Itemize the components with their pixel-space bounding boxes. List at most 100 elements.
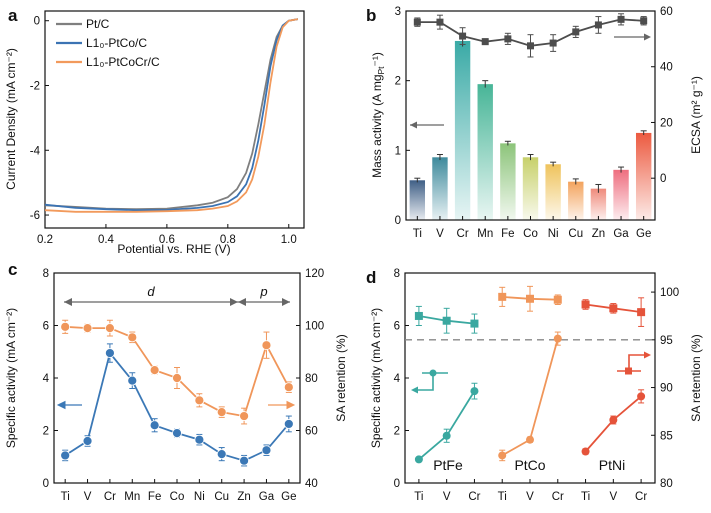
x-tick-label-fe: Fe [501, 228, 514, 240]
panel-a-legend: Pt/C L1₀-PtCo/C L1₀-PtCoCr/C [56, 17, 160, 69]
y2-tick-label: 95 [660, 335, 673, 347]
x-tick-label-ni: Ni [194, 491, 205, 503]
x-tick-label-v: V [436, 228, 444, 240]
y-tick-label: 2 [394, 426, 400, 438]
x-tick-label-mn: Mn [477, 228, 493, 240]
arrow-ret-head [286, 400, 296, 410]
arrow-left-head [410, 121, 417, 129]
ecsa-point-mn [481, 38, 489, 46]
panel-b-ecsa-line [413, 13, 648, 58]
bar-cu [568, 181, 584, 220]
bar-ge [635, 132, 652, 220]
y-tick-label: 2 [43, 426, 49, 438]
panel-c-ylabel: Specific activity (mA cm⁻²) [4, 308, 18, 448]
ecsa-point-fe [504, 35, 512, 43]
x-tick-label: 0.6 [159, 234, 175, 246]
bar-fe [500, 143, 516, 220]
ptni-axis-arrow-head [644, 351, 651, 359]
y-tick-label: 8 [43, 268, 49, 280]
panel-b-bars [409, 34, 652, 221]
ptni-specific-activity-point-v [609, 416, 618, 424]
region-d-head-right [230, 298, 238, 306]
sa-retention-point-v [82, 323, 93, 334]
specific-activity-point-fe [149, 420, 160, 431]
y2-tick-label: 20 [660, 117, 673, 129]
panel-c-ylabel-right: SA retention (%) [334, 334, 348, 421]
panel-b-label: b [366, 6, 376, 25]
ptfe-sa-retention-point-cr [470, 319, 479, 328]
x-tick-label-ptfe-ti: Ti [414, 491, 423, 503]
bar-ga [613, 169, 629, 220]
ptni-axis-arrow [628, 354, 648, 371]
x-tick-label: 1.0 [281, 234, 297, 246]
sa-retention-point-ga [261, 340, 272, 351]
ecsa-point-cu [572, 28, 580, 36]
x-tick-label-ptfe-v: V [443, 491, 451, 503]
panel-c-ticks: Ti V Cr Mn Fe Co Ni Cu Zn Ga Ge 0 2 4 6 8 40 60 80 100 120 [43, 268, 325, 503]
panel-b-ylabel-main: Mass activity (A mg [370, 75, 384, 178]
y-tick-label: 4 [394, 373, 401, 385]
ptco-sa-retention-point-cr [553, 295, 562, 304]
sa-retention-point-ti [60, 321, 71, 332]
panel-b-ylabel-end: ⁻¹) [370, 52, 384, 66]
ptni-specific-activity-point-cr [637, 392, 646, 401]
ptco-specific-activity-point-cr [553, 334, 562, 343]
arrow-right-head [644, 33, 651, 41]
ptfe-specific-activity-line [418, 390, 476, 461]
x-tick-label-cr: Cr [457, 228, 469, 240]
ecsa-point-zn [594, 21, 602, 29]
x-tick-label-ti: Ti [61, 491, 70, 503]
ecsa-point-ni [549, 39, 557, 47]
x-tick-label-v: V [84, 491, 92, 503]
bar-zn [590, 188, 607, 220]
ptfe-marker-dot [429, 369, 437, 377]
specific-activity-point-co [172, 428, 182, 439]
ecsa-point-cr [459, 32, 467, 40]
specific-activity-point-ni [194, 434, 205, 445]
specific-activity-point-ga [261, 445, 272, 456]
bar-cr [454, 40, 471, 220]
panel-a-ylabel: Current Density (mA cm⁻²) [4, 48, 18, 190]
sa-retention-point-fe [149, 365, 160, 376]
panel-c-label: c [8, 260, 17, 279]
ptni-sa-retention-point-cr [637, 308, 646, 317]
region-p-head-right [282, 298, 290, 306]
bar-mn [477, 84, 493, 221]
panel-b-arrows [410, 33, 651, 129]
y-tick-label: -4 [30, 145, 41, 157]
ptni-specific-activity-point-ti [581, 447, 590, 456]
y2-tick-label: 0 [660, 173, 666, 185]
y2-tick-label: 120 [305, 268, 324, 280]
group-label-ptni: PtNi [599, 457, 625, 473]
y-tick-label: -6 [30, 210, 40, 222]
ptni-sa-retention-point-v [609, 304, 618, 313]
ptni-marker-square [625, 367, 632, 375]
x-tick-label-cu: Cu [568, 228, 583, 240]
panel-d-label: d [366, 268, 376, 287]
y-tick-label: 3 [395, 6, 401, 18]
sa-retention-point-cr [105, 323, 115, 334]
x-tick-label-ptco-v: V [526, 491, 534, 503]
panel-a-frame [44, 10, 305, 229]
ecsa-point-v [436, 18, 444, 26]
panel-b-ylabel-right: ECSA (m² g⁻¹) [689, 76, 703, 154]
y2-tick-label: 40 [305, 478, 318, 490]
x-tick-label-co: Co [523, 228, 538, 240]
panel-c: c Ti V Cr Mn Fe Co Ni Cu Zn Ga Ge 0 2 4 6 8 40 60 80 100 120… [4, 260, 348, 503]
series-line-pt-c [44, 18, 299, 211]
series-line-l1-ptcocr-c [44, 18, 299, 213]
series-line-l1-ptco-c [44, 18, 299, 212]
x-tick-label-co: Co [170, 491, 185, 503]
ptfe-specific-activity-point-ti [414, 455, 423, 464]
panel-c-series [60, 319, 294, 467]
y-tick-label: 0 [395, 215, 401, 227]
x-tick-label-ptfe-cr: Cr [468, 491, 480, 503]
panel-d-ylabel-right: SA retention (%) [689, 334, 703, 421]
bar-ti [409, 180, 426, 220]
panel-a-label: a [8, 6, 18, 25]
y-tick-label: 0 [34, 16, 40, 28]
y-tick-label: 6 [43, 321, 49, 333]
x-tick-label-ga: Ga [613, 228, 629, 240]
specific-activity-point-cr [105, 348, 115, 358]
